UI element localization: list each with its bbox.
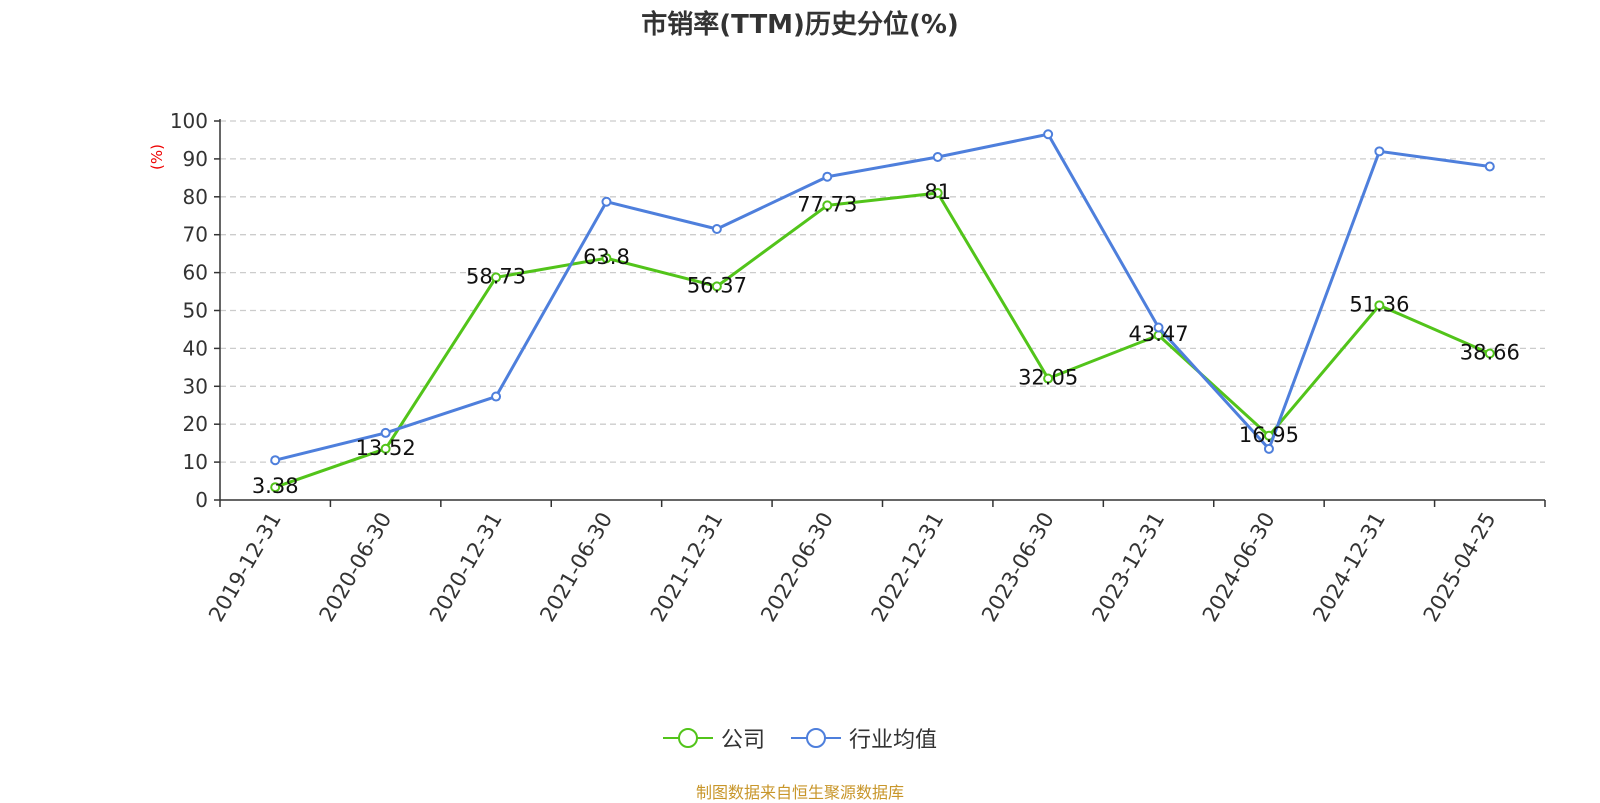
data-label: 32.05: [1018, 366, 1078, 390]
y-tick-label: 40: [183, 336, 208, 360]
data-point-1: [491, 391, 502, 402]
data-point-1: [380, 427, 391, 438]
data-point-0: [711, 281, 722, 292]
data-label: 63.8: [583, 245, 630, 269]
data-point-0: [822, 200, 833, 211]
x-tick-label: 2021-12-31: [646, 508, 728, 626]
data-point-0: [1484, 348, 1495, 359]
legend-company-icon: [662, 728, 713, 748]
data-point-1: [1374, 146, 1385, 157]
data-point-1: [1153, 322, 1164, 333]
data-label: 56.37: [687, 273, 747, 297]
y-axis-label: (%): [148, 144, 166, 170]
y-tick-label: 100: [170, 109, 208, 133]
x-tick-label: 2025-04-25: [1419, 508, 1501, 626]
x-tick-label: 2023-06-30: [977, 508, 1059, 626]
data-point-1: [270, 455, 281, 466]
grid-lines: [220, 120, 1545, 463]
y-tick-label: 60: [183, 261, 208, 285]
series-line-1: [274, 132, 1490, 462]
data-point-0: [932, 188, 943, 199]
source-note: 制图数据来自恒生聚源数据库: [695, 783, 904, 802]
x-tick-label: 2020-12-31: [425, 508, 507, 626]
data-label: 16.95: [1239, 423, 1299, 447]
data-point-1: [1263, 443, 1274, 454]
data-point-1: [601, 196, 612, 207]
data-label: 77.73: [797, 192, 857, 216]
x-tick-label: 2022-06-30: [756, 508, 838, 626]
data-point-1: [711, 224, 722, 235]
series-line-0: [274, 191, 1491, 489]
y-tick-label: 10: [183, 450, 208, 474]
data-point-0: [601, 253, 612, 264]
data-label: 13.52: [356, 436, 416, 460]
data-label: 43.47: [1128, 322, 1188, 346]
data-point-0: [1043, 373, 1054, 384]
data-point-1: [932, 152, 943, 163]
data-point-1: [1484, 161, 1495, 172]
x-tick-label: 2019-12-31: [204, 508, 286, 626]
series-lines: [270, 129, 1495, 493]
x-tick-label: 2020-06-30: [315, 508, 397, 626]
x-tick-label: 2023-12-31: [1087, 508, 1169, 626]
data-label: 51.36: [1349, 292, 1409, 316]
data-label: 38.66: [1460, 340, 1520, 364]
x-tick-label: 2022-12-31: [867, 508, 949, 626]
legend-company-label: 公司: [720, 728, 765, 753]
data-point-0: [1374, 300, 1385, 311]
data-label: 3.38: [252, 474, 299, 498]
y-tick-label: 90: [183, 147, 208, 171]
chart-title: 市销率(TTM)历史分位(%): [641, 10, 959, 40]
legend-industry-label: 行业均值: [849, 728, 938, 753]
y-tick-label: 50: [183, 299, 208, 323]
data-label: 58.73: [466, 264, 526, 288]
y-tick-label: 20: [183, 412, 208, 436]
y-tick-label: 30: [183, 374, 208, 398]
x-tick-label: 2024-12-31: [1308, 508, 1390, 626]
y-tick-label: 80: [183, 185, 208, 209]
data-point-0: [491, 272, 502, 283]
data-point-0: [270, 482, 281, 493]
data-label: 81: [924, 180, 951, 204]
legend-item-company[interactable]: 公司: [662, 722, 765, 754]
legend-industry-icon: [791, 728, 841, 748]
data-labels: 3.38 13.52 58.73 63.8 56.37 77.73 81 32.05 43.47…: [252, 180, 1520, 498]
x-tick-label: 2021-06-30: [535, 508, 617, 626]
legend-item-industry[interactable]: 行业均值: [791, 722, 937, 754]
y-tick-label: 70: [183, 223, 208, 247]
y-tick-label: 0: [195, 488, 208, 512]
legend: 公司 行业均值: [0, 722, 1600, 754]
axes: 0 10 20 30 40 50 60 70 80 90 100(%) 2019-12-31 2020-…: [148, 109, 1546, 626]
data-point-1: [822, 171, 833, 182]
data-point-1: [1043, 129, 1054, 140]
x-tick-label: 2024-06-30: [1198, 508, 1280, 626]
data-point-0: [380, 443, 391, 454]
